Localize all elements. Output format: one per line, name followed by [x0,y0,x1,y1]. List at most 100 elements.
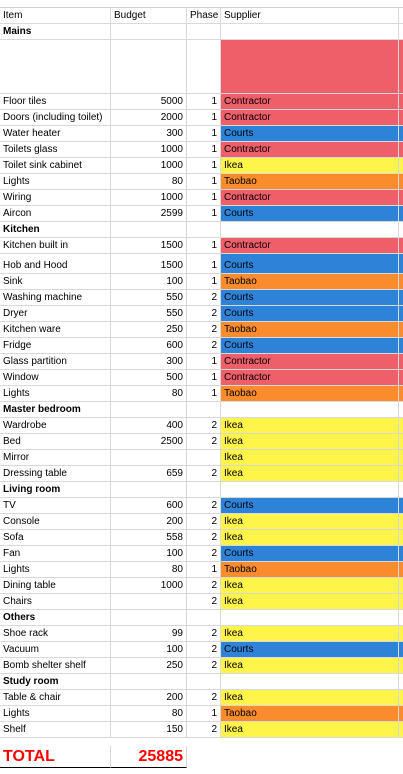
section-title[interactable]: Mains [0,24,111,40]
supplier-cell[interactable]: Ikea [221,158,399,174]
budget-cell[interactable] [111,482,187,498]
phase-cell[interactable]: 1 [187,254,221,274]
item-cell[interactable]: Lights [0,562,111,578]
budget-cell[interactable]: 250 [111,322,187,338]
supplier-cell[interactable]: Contractor [221,110,399,126]
supplier-cell[interactable]: Taobao [221,174,399,190]
supplier-cell[interactable]: Ikea [221,578,399,594]
phase-cell[interactable]: 2 [187,658,221,674]
supplier-cell[interactable]: Courts [221,642,399,658]
supplier-cell[interactable]: Taobao [221,706,399,722]
phase-cell[interactable]: 2 [187,466,221,482]
phase-cell[interactable]: 2 [187,690,221,706]
budget-cell[interactable]: 5000 [111,94,187,110]
phase-cell[interactable]: 1 [187,206,221,222]
supplier-cell[interactable] [221,402,399,418]
header-item[interactable]: Item [0,8,111,24]
item-cell[interactable]: Dining table [0,578,111,594]
item-cell[interactable]: Bomb shelter shelf [0,658,111,674]
phase-cell[interactable]: 1 [187,110,221,126]
supplier-cell[interactable]: Ikea [221,514,399,530]
item-cell[interactable]: TV [0,498,111,514]
item-cell[interactable]: Toilets glass [0,142,111,158]
item-cell[interactable]: Water heater [0,126,111,142]
budget-cell[interactable]: 100 [111,642,187,658]
budget-cell[interactable]: 100 [111,546,187,562]
phase-cell[interactable]: 1 [187,238,221,254]
phase-cell[interactable]: 2 [187,514,221,530]
item-cell[interactable]: Glass partition [0,354,111,370]
phase-cell[interactable]: 1 [187,158,221,174]
item-cell[interactable]: Bed [0,434,111,450]
budget-cell[interactable]: 500 [111,370,187,386]
item-cell[interactable]: Lights [0,706,111,722]
phase-cell[interactable]: 2 [187,546,221,562]
item-cell[interactable]: Fridge [0,338,111,354]
phase-cell[interactable]: 1 [187,354,221,370]
supplier-cell[interactable]: Contractor [221,190,399,206]
supplier-cell[interactable]: Ikea [221,466,399,482]
header-phase[interactable]: Phase [187,8,221,24]
phase-cell[interactable]: 2 [187,290,221,306]
phase-cell[interactable]: 2 [187,626,221,642]
supplier-cell[interactable]: Courts [221,254,399,274]
supplier-cell[interactable]: Courts [221,206,399,222]
supplier-cell[interactable] [221,222,399,238]
section-title[interactable]: Kitchen [0,222,111,238]
item-cell[interactable]: Aircon [0,206,111,222]
phase-cell[interactable]: 2 [187,578,221,594]
supplier-cell[interactable]: Ikea [221,418,399,434]
supplier-cell[interactable] [221,24,399,40]
budget-cell[interactable]: 600 [111,498,187,514]
budget-cell[interactable]: 2000 [111,110,187,126]
supplier-cell[interactable]: Taobao [221,274,399,290]
supplier-cell[interactable] [221,674,399,690]
phase-cell[interactable]: 1 [187,386,221,402]
budget-cell[interactable]: 1000 [111,158,187,174]
phase-cell[interactable]: 2 [187,642,221,658]
supplier-cell[interactable]: Courts [221,498,399,514]
supplier-cell[interactable]: Courts [221,306,399,322]
supplier-cell[interactable]: Taobao [221,562,399,578]
item-cell[interactable]: Console [0,514,111,530]
budget-cell[interactable]: 150 [111,722,187,738]
budget-cell[interactable]: 1500 [111,254,187,274]
supplier-cell[interactable]: Ikea [221,626,399,642]
section-title[interactable]: Living room [0,482,111,498]
item-cell[interactable]: Table & chair [0,690,111,706]
supplier-cell[interactable]: Contractor [221,370,399,386]
budget-cell[interactable] [111,610,187,626]
item-cell[interactable]: Shoe rack [0,626,111,642]
phase-cell[interactable]: 1 [187,126,221,142]
item-cell[interactable] [0,40,111,94]
item-cell[interactable]: Shelf [0,722,111,738]
item-cell[interactable]: Chairs [0,594,111,610]
item-cell[interactable]: Lights [0,174,111,190]
phase-cell[interactable] [187,674,221,690]
phase-cell[interactable]: 2 [187,722,221,738]
phase-cell[interactable]: 2 [187,418,221,434]
budget-cell[interactable]: 600 [111,338,187,354]
phase-cell[interactable]: 2 [187,434,221,450]
item-cell[interactable]: Hob and Hood [0,254,111,274]
supplier-cell[interactable]: Taobao [221,386,399,402]
budget-cell[interactable]: 80 [111,386,187,402]
supplier-cell[interactable]: Contractor [221,94,399,110]
budget-cell[interactable]: 300 [111,354,187,370]
item-cell[interactable]: Kitchen built in [0,238,111,254]
phase-cell[interactable]: 1 [187,190,221,206]
supplier-cell[interactable] [221,40,399,94]
phase-cell[interactable] [187,610,221,626]
header-supplier[interactable]: Supplier [221,8,399,24]
phase-cell[interactable]: 1 [187,274,221,290]
budget-cell[interactable]: 100 [111,274,187,290]
budget-cell[interactable]: 1000 [111,142,187,158]
phase-cell[interactable]: 1 [187,370,221,386]
phase-cell[interactable] [187,402,221,418]
item-cell[interactable]: Lights [0,386,111,402]
item-cell[interactable]: Washing machine [0,290,111,306]
budget-cell[interactable]: 300 [111,126,187,142]
item-cell[interactable]: Wiring [0,190,111,206]
supplier-cell[interactable]: Ikea [221,594,399,610]
item-cell[interactable]: Fan [0,546,111,562]
